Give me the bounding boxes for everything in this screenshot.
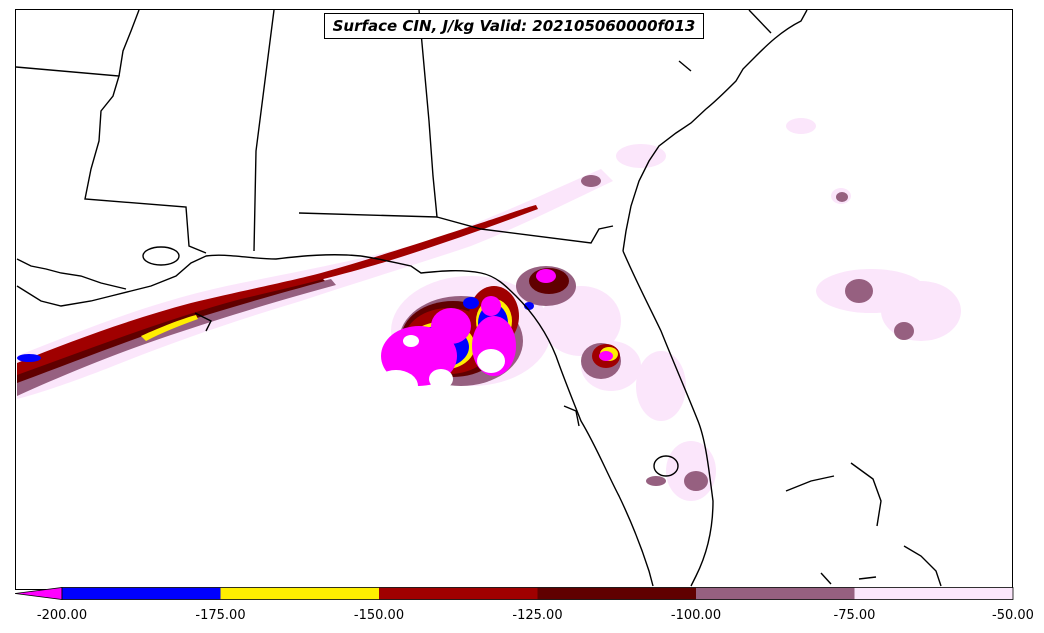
colorbar-bin xyxy=(379,587,538,600)
colorbar-bin xyxy=(537,587,696,600)
colorbar-tick-label: -50.00 xyxy=(992,608,1034,623)
colorbar-tick-label: -150.00 xyxy=(353,608,405,623)
colorbar-tick-label: -125.00 xyxy=(512,608,563,623)
colorbar-tick-label: -200.00 xyxy=(36,608,88,623)
map-title: Surface CIN, J/kg Valid: 202105060000f01… xyxy=(324,13,704,39)
map-panel xyxy=(15,9,1013,590)
colorbar-tick-label: -75.00 xyxy=(833,608,876,623)
colorbar-bin xyxy=(220,587,379,600)
colorbar-extend-arrow xyxy=(15,587,63,600)
colorbar-bin xyxy=(62,587,221,600)
cin-white-gaps xyxy=(374,335,505,402)
colorbar-bin xyxy=(696,587,855,600)
colorbar-outline xyxy=(61,587,1014,600)
map-canvas xyxy=(16,10,961,587)
colorbar-bin xyxy=(854,587,1013,600)
coastlines-and-borders xyxy=(16,10,942,587)
colorbar xyxy=(15,587,1014,600)
colorbar-tick-label: -175.00 xyxy=(195,608,246,623)
colorbar-tick-label: -100.00 xyxy=(670,608,722,623)
